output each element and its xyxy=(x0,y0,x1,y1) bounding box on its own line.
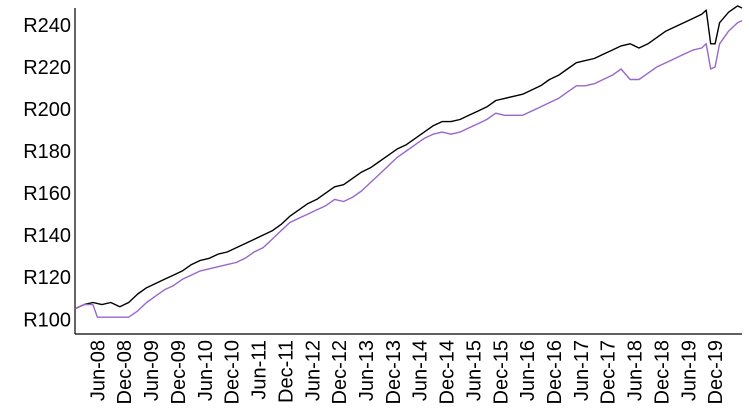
x-axis: Jun-08 Dec-08 Jun-09 Dec-09 Jun-10 Dec-10 Jun-… xyxy=(75,333,742,404)
x-tick-label: Dec-15 xyxy=(490,340,512,404)
x-tick-label: Dec-13 xyxy=(383,340,405,404)
x-tick-label: Jun-14 xyxy=(410,340,432,401)
y-tick-label: R180 xyxy=(23,141,71,163)
x-tick-label: Dec-10 xyxy=(222,340,244,404)
x-tick-label: Dec-11 xyxy=(275,340,297,403)
x-tick-label: Dec-16 xyxy=(544,340,566,404)
x-tick-label: Jun-11 xyxy=(249,340,271,400)
x-tick-label: Jun-18 xyxy=(625,340,647,401)
x-tick-label: Dec-17 xyxy=(598,340,620,404)
x-tick-label: Dec-08 xyxy=(114,340,136,404)
y-tick-label: R140 xyxy=(23,225,71,247)
y-tick-label: R240 xyxy=(23,15,71,37)
x-tick-label: Jun-12 xyxy=(302,340,324,401)
x-tick-label: Jun-09 xyxy=(141,340,163,401)
x-tick-label: Dec-18 xyxy=(651,340,673,404)
x-tick-label: Jun-17 xyxy=(571,340,593,401)
y-axis: R100 R120 R140 R160 R180 R200 R220 R240 xyxy=(23,8,76,334)
y-tick-label: R200 xyxy=(23,99,71,121)
x-tick-label: Dec-12 xyxy=(329,340,351,404)
x-tick-label: Dec-19 xyxy=(705,340,727,404)
x-tick-label: Jun-08 xyxy=(87,340,109,401)
x-tick-label: Jun-19 xyxy=(678,340,700,401)
y-tick-label: R120 xyxy=(23,267,71,289)
series-layer xyxy=(74,5,743,318)
x-tick-label: Jun-10 xyxy=(195,340,217,401)
x-tick-label: Jun-15 xyxy=(463,340,485,401)
y-tick-label: R100 xyxy=(23,309,71,331)
x-tick-label: Dec-09 xyxy=(168,340,190,404)
series-line-1 xyxy=(74,5,743,310)
y-tick-label: R220 xyxy=(23,57,71,79)
series-line-2 xyxy=(74,19,743,318)
x-tick-label: Dec-14 xyxy=(437,340,459,404)
y-tick-label: R160 xyxy=(23,183,71,205)
x-tick-label: Jun-13 xyxy=(356,340,378,401)
x-tick-label: Jun-16 xyxy=(517,340,539,401)
